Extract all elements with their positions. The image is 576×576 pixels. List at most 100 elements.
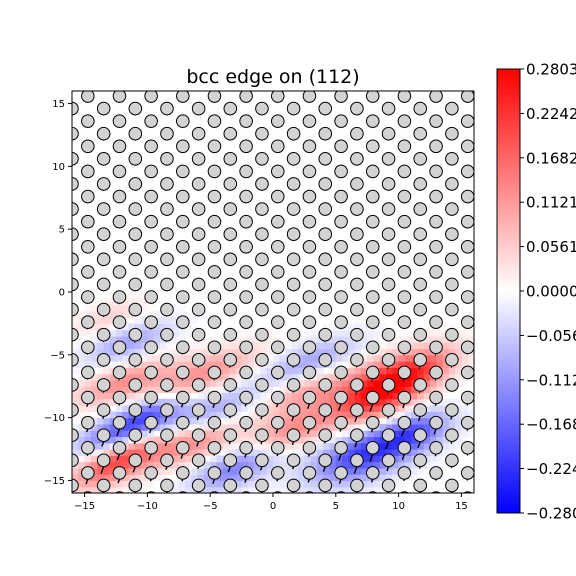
- atom: [397, 340, 412, 355]
- field-cell: [411, 442, 419, 450]
- atom: [429, 240, 443, 254]
- field-cell: [229, 373, 236, 381]
- atom: [477, 379, 490, 392]
- atom: [239, 390, 253, 405]
- atom: [413, 101, 428, 116]
- field-cell: [360, 367, 368, 375]
- field-cell: [323, 348, 331, 356]
- field-cell: [197, 423, 205, 431]
- field-cell: [279, 335, 287, 343]
- atom: [270, 440, 285, 455]
- field-cell: [423, 436, 431, 444]
- field-cell: [109, 348, 117, 356]
- atom: [318, 453, 333, 468]
- field-cell: [197, 442, 205, 450]
- atom: [445, 177, 459, 191]
- field-cell: [335, 436, 343, 444]
- field-cell: [141, 430, 148, 438]
- field-cell: [247, 405, 255, 412]
- atom: [460, 466, 474, 480]
- field-cell: [247, 449, 255, 456]
- field-cell: [247, 474, 255, 482]
- field-cell: [316, 373, 324, 381]
- atom: [381, 101, 396, 116]
- atom: [397, 214, 412, 229]
- field-cell: [128, 467, 136, 475]
- field-cell: [159, 342, 167, 350]
- field-cell: [398, 354, 406, 362]
- field-cell: [153, 386, 161, 394]
- colorbar-tick-label: 0.1121: [526, 194, 576, 212]
- atom: [286, 478, 301, 493]
- field-cell: [461, 354, 469, 362]
- field-cell: [436, 335, 444, 343]
- field-cell: [335, 335, 343, 343]
- field-cell: [329, 411, 337, 419]
- colorbar-tick-label: 0.1682: [526, 149, 576, 167]
- field-cell: [304, 335, 312, 343]
- field-cell: [247, 354, 255, 362]
- atom: [318, 126, 333, 141]
- field-cell: [122, 430, 130, 438]
- atom: [241, 491, 251, 493]
- field-cell: [386, 417, 393, 425]
- field-cell: [247, 373, 255, 381]
- field-cell: [159, 373, 167, 381]
- field-cell: [185, 348, 192, 356]
- field-cell: [285, 348, 293, 356]
- field-cell: [147, 405, 155, 412]
- field-cell: [191, 398, 199, 406]
- atom: [460, 265, 474, 279]
- field-cell: [229, 423, 236, 431]
- atom: [81, 189, 95, 204]
- field-cell: [260, 442, 268, 450]
- field-cell: [172, 467, 180, 475]
- field-cell: [103, 317, 111, 325]
- field-cell: [279, 455, 287, 463]
- field-cell: [310, 329, 318, 337]
- field-cell: [178, 354, 186, 362]
- atom: [397, 466, 412, 480]
- field-cell: [260, 423, 268, 431]
- field-cell: [392, 467, 400, 475]
- atom: [365, 365, 380, 380]
- atom: [176, 164, 190, 179]
- field-cell: [266, 405, 274, 412]
- field-cell: [216, 474, 224, 482]
- field-cell: [342, 461, 349, 469]
- field-cell: [241, 354, 249, 362]
- atom: [96, 152, 111, 166]
- field-cell: [166, 317, 174, 325]
- field-cell: [360, 329, 368, 337]
- field-cell: [455, 379, 463, 387]
- field-cell: [254, 367, 262, 375]
- field-cell: [222, 467, 230, 475]
- field-cell: [109, 379, 117, 387]
- field-cell: [348, 411, 356, 419]
- field-cell: [141, 398, 148, 406]
- field-cell: [216, 455, 224, 463]
- field-cell: [348, 392, 356, 400]
- atom: [160, 353, 174, 367]
- atom: [365, 164, 380, 179]
- field-cell: [423, 373, 431, 381]
- atom: [207, 466, 222, 480]
- field-cell: [442, 442, 450, 450]
- atom: [302, 340, 317, 355]
- field-cell: [329, 329, 337, 337]
- atom: [302, 315, 317, 329]
- colorbar-tick-label: −0.1682: [526, 416, 576, 434]
- field-cell: [291, 449, 299, 456]
- field-cell: [235, 486, 243, 493]
- field-cell: [147, 329, 155, 337]
- field-cell: [203, 411, 211, 419]
- atom: [223, 478, 238, 493]
- atom: [144, 214, 158, 229]
- atom: [128, 252, 143, 267]
- colorbar-tick-label: 0.0561: [526, 238, 576, 256]
- field-cell: [442, 348, 450, 356]
- field-cell: [398, 411, 406, 419]
- atom: [397, 315, 412, 329]
- field-cell: [84, 304, 92, 312]
- field-cell: [109, 430, 117, 438]
